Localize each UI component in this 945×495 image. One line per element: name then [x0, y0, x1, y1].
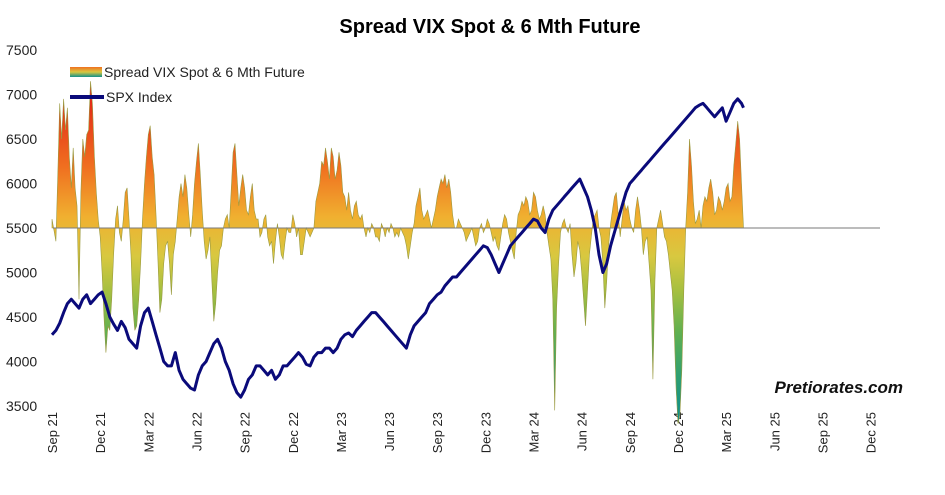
- x-tick-label: Dec 21: [93, 412, 108, 453]
- x-tick-label: Dec 23: [478, 412, 493, 453]
- x-tick-label: Jun 23: [382, 412, 397, 451]
- x-tick-label: Jun 24: [575, 412, 590, 451]
- plot-area: [50, 81, 880, 424]
- x-tick-label: Dec 24: [671, 412, 686, 453]
- x-tick-label: Sep 24: [623, 412, 638, 453]
- x-tick-label: Sep 21: [45, 412, 60, 453]
- legend-swatch-spread: [70, 67, 102, 77]
- y-tick-label: 7500: [6, 42, 37, 58]
- x-tick-label: Mar 22: [141, 412, 156, 452]
- x-tick-label: Sep 23: [430, 412, 445, 453]
- x-tick-label: Mar 25: [719, 412, 734, 452]
- x-tick-label: Jun 22: [189, 412, 204, 451]
- x-tick-label: Sep 25: [815, 412, 830, 453]
- y-tick-label: 5000: [6, 265, 37, 281]
- y-tick-label: 7000: [6, 87, 37, 103]
- x-tick-label: Mar 24: [527, 412, 542, 452]
- y-tick-label: 3500: [6, 398, 37, 414]
- x-tick-label: Jun 25: [767, 412, 782, 451]
- watermark: Pretiorates.com: [775, 378, 904, 397]
- x-tick-label: Mar 23: [334, 412, 349, 452]
- chart-title: Spread VIX Spot & 6 Mth Future: [339, 16, 640, 38]
- x-tick-label: Dec 25: [864, 412, 879, 453]
- y-tick-label: 6000: [6, 176, 37, 192]
- x-tick-label: Dec 22: [286, 412, 301, 453]
- x-tick-label: Sep 22: [238, 412, 253, 453]
- x-axis: Sep 21 Dec 21 Mar 22 Jun 22 Sep 22 Dec 22 Mar …: [45, 412, 879, 453]
- spread-area: [51, 81, 744, 424]
- y-tick-label: 4500: [6, 309, 37, 325]
- y-axis: 3500 4000 4500 5000 5500 6000 6500 7000 7500: [6, 42, 37, 414]
- y-tick-label: 4000: [6, 354, 37, 370]
- legend: Spread VIX Spot & 6 Mth Future SPX Index: [70, 64, 305, 105]
- y-tick-label: 5500: [6, 220, 37, 236]
- legend-label-spx: SPX Index: [106, 89, 172, 105]
- legend-label-spread: Spread VIX Spot & 6 Mth Future: [104, 64, 305, 80]
- y-tick-label: 6500: [6, 131, 37, 147]
- spx-line: [50, 97, 745, 399]
